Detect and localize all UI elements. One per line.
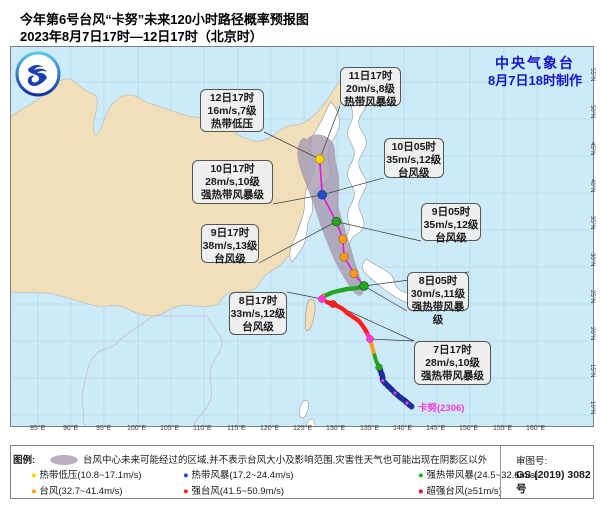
svg-text:卡努(2306): 卡努(2306)	[418, 402, 464, 414]
